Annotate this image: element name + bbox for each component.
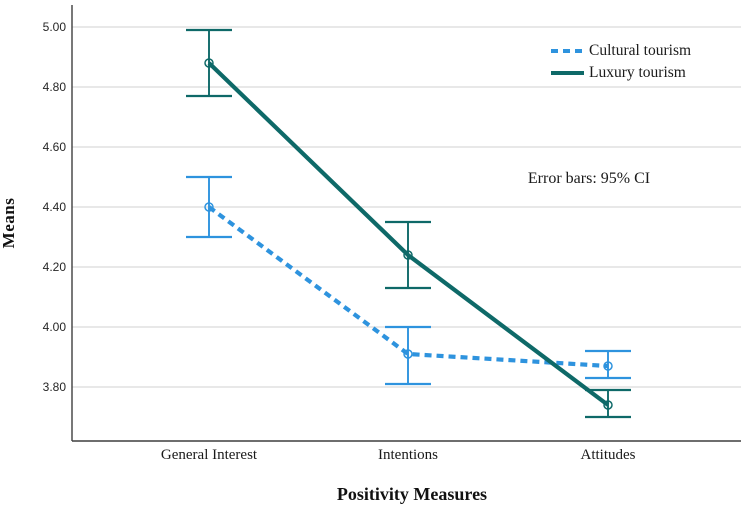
- data-point-marker: [603, 400, 613, 410]
- legend: Cultural tourism Luxury tourism: [551, 40, 691, 84]
- y-tick-label: 4.40: [42, 200, 66, 214]
- x-tick-label: Intentions: [378, 447, 438, 463]
- y-tick-label: 4.60: [42, 140, 66, 154]
- y-tick-label: 4.00: [42, 320, 66, 334]
- legend-item-luxury-tourism: Luxury tourism: [551, 62, 691, 84]
- y-tick-label: 5.00: [42, 20, 66, 34]
- data-point-marker: [603, 361, 613, 371]
- y-tick-label: 4.20: [42, 260, 66, 274]
- x-tick-label: Attitudes: [580, 447, 636, 463]
- data-point-marker: [204, 58, 214, 68]
- data-point-marker: [403, 250, 413, 260]
- data-point-marker: [204, 202, 214, 212]
- y-tick-label: 4.80: [42, 80, 66, 94]
- dashed-line-sample-icon: [551, 49, 584, 53]
- x-axis-title: Positivity Measures: [336, 484, 488, 504]
- y-tick-label: 3.80: [42, 380, 66, 394]
- error-bars-annotation: Error bars: 95% CI: [527, 170, 651, 187]
- legend-label: Luxury tourism: [589, 64, 686, 81]
- series-line: [207, 61, 610, 407]
- solid-line-sample-icon: [551, 71, 584, 75]
- legend-label: Cultural tourism: [589, 42, 692, 59]
- y-axis-title: Means: [0, 197, 18, 249]
- legend-item-cultural-tourism: Cultural tourism: [551, 40, 691, 62]
- data-point-marker: [403, 349, 413, 359]
- x-tick-label: General Interest: [160, 447, 258, 463]
